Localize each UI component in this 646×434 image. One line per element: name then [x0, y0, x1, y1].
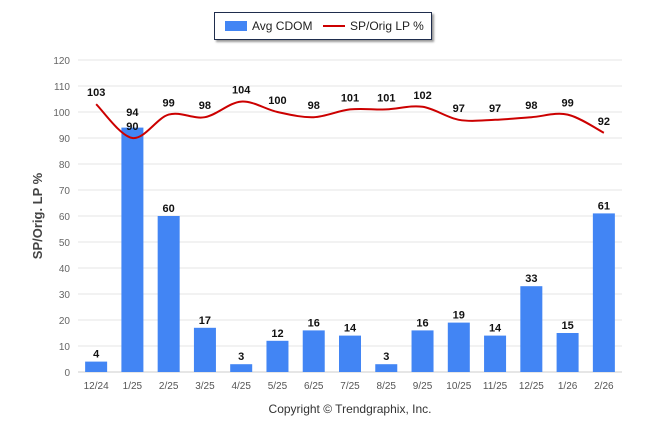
bar — [339, 335, 361, 372]
bar-data-label: 33 — [525, 273, 537, 285]
x-tick-label: 12/25 — [519, 381, 544, 392]
x-tick-label: 6/25 — [304, 381, 324, 392]
bar — [266, 340, 289, 372]
line-data-label: 92 — [598, 116, 610, 128]
y-axis-title: SP/Orig. LP % — [30, 172, 45, 259]
x-tick-label: 8/25 — [377, 381, 397, 392]
bar-data-label: 4 — [93, 349, 100, 361]
x-tick-label: 2/25 — [159, 381, 179, 392]
bar — [157, 216, 180, 372]
legend-swatch-line — [323, 25, 345, 27]
x-tick-label: 5/25 — [268, 381, 288, 392]
y-tick-label: 50 — [59, 238, 71, 249]
bar — [121, 127, 144, 372]
series-line — [95, 100, 605, 140]
bar-data-label: 60 — [163, 203, 175, 215]
bar-data-label: 61 — [598, 200, 610, 212]
bar-data-label: 3 — [238, 351, 244, 363]
x-tick-label: 1/26 — [558, 381, 578, 392]
y-tick-label: 100 — [53, 108, 70, 119]
x-tick-label: 7/25 — [340, 381, 360, 392]
bar — [447, 322, 470, 372]
y-tick-label: 120 — [53, 56, 70, 67]
bar — [520, 286, 543, 372]
copyright: Copyright © Trendgraphix, Inc. — [268, 402, 432, 416]
bar-data-label: 94 — [126, 107, 139, 119]
bar-data-label: 17 — [199, 315, 211, 327]
bar-data-label: 3 — [383, 351, 389, 363]
bar-data-label: 19 — [453, 310, 465, 322]
y-tick-label: 90 — [59, 134, 71, 145]
line-data-label: 101 — [377, 92, 395, 104]
y-tick-label: 110 — [54, 82, 70, 93]
bar-data-label: 12 — [271, 328, 283, 340]
line-data-label: 100 — [268, 95, 286, 107]
bar-data-label: 15 — [561, 320, 573, 332]
x-tick-label: 12/24 — [84, 381, 109, 392]
bar-data-label: 14 — [344, 323, 357, 335]
line-data-label: 102 — [413, 90, 431, 102]
bar — [592, 213, 615, 372]
y-tick-label: 70 — [59, 186, 71, 197]
line-data-label: 98 — [525, 100, 537, 112]
y-tick-label: 10 — [59, 342, 71, 353]
x-tick-label: 3/25 — [195, 381, 215, 392]
bar-data-label: 16 — [416, 317, 428, 329]
line-data-label: 97 — [489, 103, 501, 115]
y-tick-label: 80 — [59, 160, 71, 171]
x-tick-label: 4/25 — [231, 381, 251, 392]
x-tick-label: 11/25 — [483, 381, 508, 392]
bar — [411, 330, 434, 372]
legend-label: Avg CDOM — [252, 19, 313, 33]
bar-data-label: 14 — [489, 323, 502, 335]
y-tick-label: 0 — [64, 368, 70, 379]
bar — [85, 361, 108, 372]
line-data-label: 98 — [308, 100, 320, 112]
line-data-label: 103 — [87, 87, 105, 99]
legend-item-sp-orig: SP/Orig LP % — [323, 19, 424, 33]
line-data-label: 99 — [561, 98, 573, 110]
y-tick-label: 60 — [59, 212, 71, 223]
line-data-label: 98 — [199, 100, 211, 112]
line-data-label: 101 — [341, 92, 359, 104]
x-tick-label: 1/25 — [123, 381, 143, 392]
bar — [193, 327, 216, 372]
line-data-label: 104 — [232, 85, 251, 97]
bar-data-label: 16 — [308, 317, 320, 329]
x-tick-label: 9/25 — [413, 381, 433, 392]
legend: Avg CDOM SP/Orig LP % — [214, 12, 432, 40]
line-data-label: 90 — [126, 121, 138, 133]
y-tick-label: 30 — [59, 290, 71, 301]
line-data-label: 97 — [453, 103, 465, 115]
bar — [556, 333, 579, 372]
legend-swatch-bar — [225, 21, 247, 31]
x-tick-label: 10/25 — [446, 381, 471, 392]
legend-label: SP/Orig LP % — [350, 19, 424, 33]
y-tick-label: 20 — [59, 316, 71, 327]
bar — [484, 335, 507, 372]
bar — [230, 364, 253, 372]
x-tick-label: 2/26 — [594, 381, 614, 392]
line-data-label: 99 — [163, 98, 175, 110]
y-tick-label: 40 — [59, 264, 71, 275]
bar — [375, 364, 398, 372]
bar — [302, 330, 325, 372]
legend-item-avg-cdom: Avg CDOM — [225, 19, 312, 33]
